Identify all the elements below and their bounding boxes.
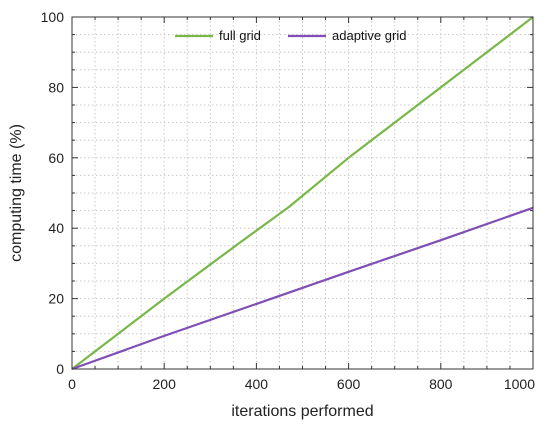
x-tick-label: 800 [429, 376, 453, 392]
legend-label-0: full grid [219, 28, 261, 43]
y-tick-label: 40 [48, 220, 64, 236]
y-tick-label: 20 [48, 291, 64, 307]
axis-ticks: 0 200 400 600 800 1000 0 20 40 60 80 100 [41, 9, 536, 392]
series-group [71, 16, 534, 371]
y-axis-label: computing time (%) [8, 124, 25, 262]
y-tick-label: 60 [48, 150, 64, 166]
x-tick-label: 400 [245, 376, 269, 392]
y-tick-label: 100 [41, 9, 65, 25]
legend-label-1: adaptive grid [332, 28, 406, 43]
x-tick-label: 200 [153, 376, 177, 392]
y-tick-label: 0 [56, 361, 64, 377]
x-tick-label: 1000 [504, 376, 535, 392]
series-line-0 [71, 16, 534, 370]
series-line-1 [71, 206, 534, 371]
y-tick-label: 80 [48, 79, 64, 95]
x-tick-label: 600 [337, 376, 361, 392]
legend: full grid adaptive grid [175, 28, 406, 43]
x-tick-label: 0 [68, 376, 76, 392]
x-axis-label: iterations performed [231, 403, 373, 420]
grid [72, 17, 533, 369]
